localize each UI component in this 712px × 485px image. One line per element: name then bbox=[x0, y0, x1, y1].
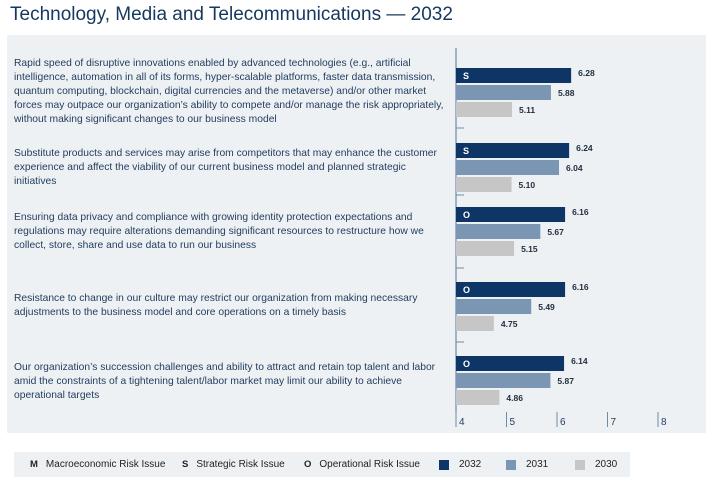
bar-2031 bbox=[456, 85, 551, 100]
legend-item-2030: 2030 bbox=[575, 459, 617, 470]
page-title: Technology, Media and Telecommunications… bbox=[10, 4, 453, 25]
bar-2030 bbox=[456, 177, 512, 192]
value-label: 6.14 bbox=[571, 356, 588, 366]
legend-item-operational: O Operational Risk Issue bbox=[304, 459, 420, 470]
value-label: 5.67 bbox=[547, 227, 564, 237]
risk-statement-5: Our organization’s succession challenges… bbox=[14, 362, 436, 401]
risk-type-code: S bbox=[463, 146, 469, 156]
bar-2030 bbox=[456, 390, 500, 405]
legend-item-macroeconomic: M Macroeconomic Risk Issue bbox=[30, 459, 165, 470]
value-label: 4.86 bbox=[506, 393, 523, 403]
bar-2032 bbox=[456, 207, 566, 222]
bar-2031 bbox=[456, 299, 532, 314]
value-label: 4.75 bbox=[501, 319, 518, 329]
value-label: 6.28 bbox=[578, 68, 595, 78]
x-tick-label: 5 bbox=[510, 417, 516, 428]
x-tick-label: 7 bbox=[611, 417, 617, 428]
value-label: 5.87 bbox=[557, 376, 574, 386]
risk-statement-4: Resistance to change in our culture may … bbox=[14, 293, 418, 318]
legend-label-2030: 2030 bbox=[595, 459, 618, 470]
risk-statement-2: Substitute products and services may ari… bbox=[14, 148, 437, 187]
value-label: 5.15 bbox=[521, 244, 538, 254]
legend-label-2032: 2032 bbox=[459, 459, 482, 470]
risk-type-code: O bbox=[463, 359, 470, 369]
value-label: 5.10 bbox=[519, 180, 536, 190]
chart-panel bbox=[7, 35, 706, 433]
value-label: 6.16 bbox=[572, 282, 589, 292]
risk-type-code: O bbox=[463, 210, 470, 220]
risk-statement-1: Rapid speed of disruptive innovations en… bbox=[14, 58, 444, 125]
bar-2030 bbox=[456, 316, 494, 331]
risk-statement-3: Ensuring data privacy and compliance wit… bbox=[14, 212, 424, 251]
legend-code-m: M bbox=[30, 459, 38, 470]
legend-label-strategic: Strategic Risk Issue bbox=[196, 459, 285, 470]
value-label: 5.88 bbox=[558, 88, 575, 98]
legend-label-operational: Operational Risk Issue bbox=[319, 459, 420, 470]
legend: M Macroeconomic Risk Issue S Strategic R… bbox=[14, 452, 630, 477]
value-label: 6.16 bbox=[572, 207, 589, 217]
legend-label-macroeconomic: Macroeconomic Risk Issue bbox=[45, 459, 166, 470]
bar-2031 bbox=[456, 373, 551, 388]
bar-2032 bbox=[456, 282, 566, 297]
value-label: 6.04 bbox=[566, 163, 583, 173]
legend-label-2031: 2031 bbox=[526, 459, 549, 470]
bar-2030 bbox=[456, 241, 515, 256]
legend-swatch-2030 bbox=[575, 459, 585, 470]
bar-2031 bbox=[456, 224, 541, 239]
legend-swatch-2032 bbox=[439, 459, 449, 470]
legend-item-2032: 2032 bbox=[439, 459, 481, 470]
bar-2032 bbox=[456, 68, 572, 83]
legend-item-strategic: S Strategic Risk Issue bbox=[182, 459, 285, 470]
bar-2032 bbox=[456, 143, 570, 158]
value-label: 6.24 bbox=[576, 143, 593, 153]
x-tick-label: 6 bbox=[560, 417, 566, 428]
legend-code-s: S bbox=[182, 459, 189, 470]
legend-code-o: O bbox=[304, 459, 312, 470]
value-label: 5.11 bbox=[519, 105, 535, 115]
bar-2030 bbox=[456, 102, 513, 117]
legend-swatch-2031 bbox=[506, 459, 516, 470]
bar-chart: 4 5 6 7 8 6.285.88 5.11 S 6.24 6.04 5.10 S 6.16 5.67 5… bbox=[455, 48, 667, 428]
bar-2031 bbox=[456, 160, 560, 175]
legend-item-2031: 2031 bbox=[506, 459, 548, 470]
x-tick-label: 4 bbox=[459, 417, 465, 428]
bar-2032 bbox=[456, 356, 565, 371]
risk-type-code: O bbox=[463, 285, 470, 295]
risk-type-code: S bbox=[463, 71, 469, 81]
x-tick-label: 8 bbox=[661, 417, 667, 428]
value-label: 5.49 bbox=[538, 302, 555, 312]
